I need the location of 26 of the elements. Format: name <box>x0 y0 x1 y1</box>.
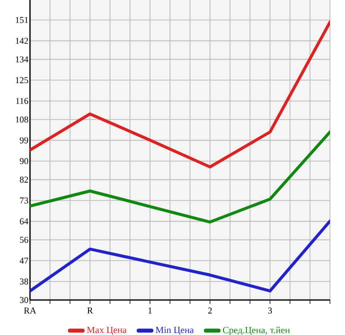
line-series <box>30 220 330 292</box>
y-tick-label: 99 <box>20 137 28 144</box>
legend-label: Сред.Цена, т.йен <box>222 326 290 335</box>
y-tick-label: 38 <box>20 278 28 285</box>
line-series <box>30 20 330 168</box>
legend-label: Max Цена <box>86 326 127 335</box>
y-tick-label: 151 <box>16 16 28 23</box>
y-tick-label: 47 <box>20 258 28 264</box>
y-tick-label: 125 <box>16 77 28 84</box>
y-tick-label: 142 <box>16 38 28 44</box>
line-series <box>30 130 330 224</box>
x-tick-label: 1 <box>148 308 152 314</box>
y-tick-label: 134 <box>16 56 28 62</box>
y-tick-label: 73 <box>20 197 28 204</box>
y-tick-label: 90 <box>20 158 28 164</box>
y-tick-label: 82 <box>20 176 28 183</box>
x-tick-label: 2 <box>208 308 212 314</box>
y-tick-label: 64 <box>20 218 28 224</box>
y-tick-label: 116 <box>16 98 28 104</box>
y-tick-label: 56 <box>20 236 28 243</box>
y-tick-label: 108 <box>16 116 28 123</box>
x-tick-label: R <box>87 308 93 314</box>
y-tick-label: 30 <box>20 296 28 304</box>
legend-label: Min Цена <box>156 326 194 335</box>
x-tick-label: RA <box>24 308 36 314</box>
x-tick-label: 3 <box>268 308 272 314</box>
